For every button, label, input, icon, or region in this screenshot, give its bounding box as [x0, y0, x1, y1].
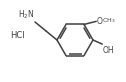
Text: CH$_3$: CH$_3$: [102, 16, 116, 25]
Text: O: O: [97, 17, 103, 26]
Text: OH: OH: [103, 46, 115, 55]
Text: HCl: HCl: [10, 31, 25, 41]
Text: H$_2$N: H$_2$N: [18, 9, 34, 21]
